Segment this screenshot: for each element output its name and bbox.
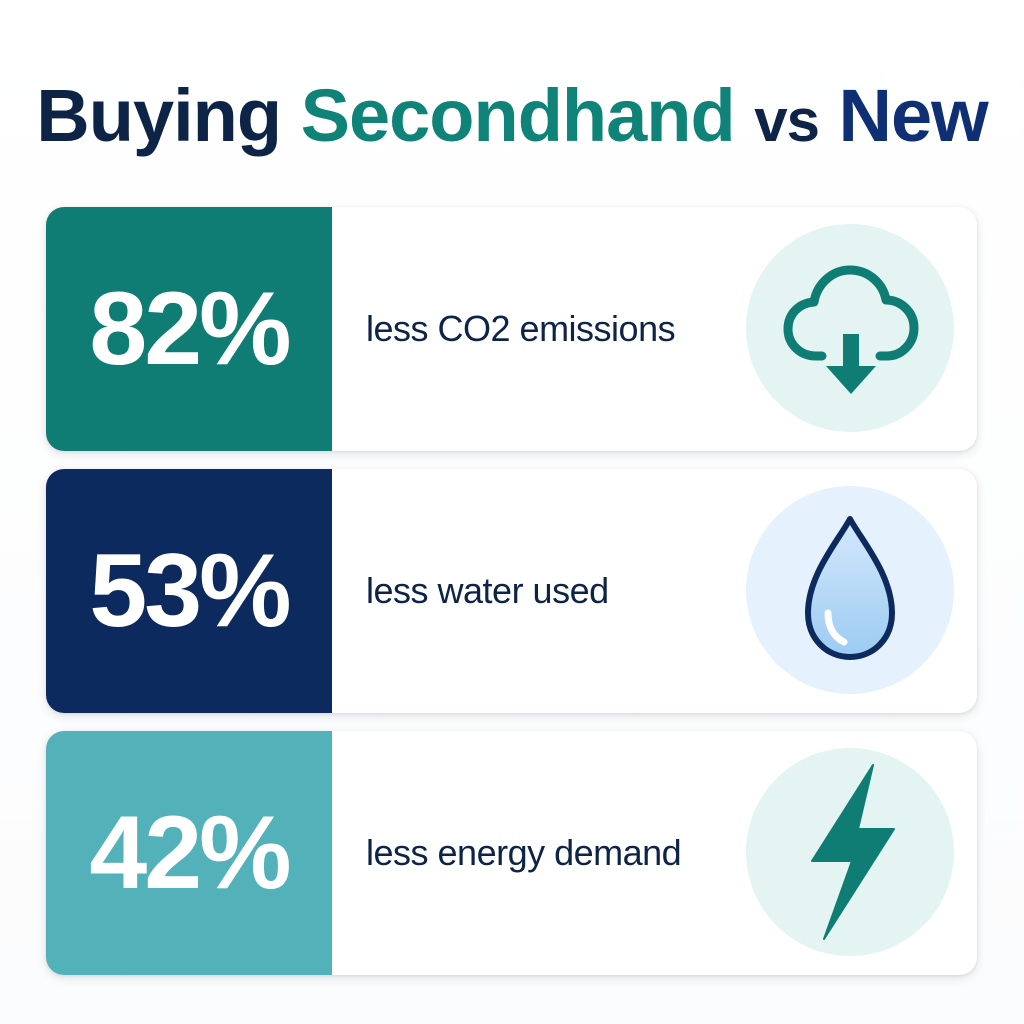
- stat-card-energy: 42% less energy demand: [46, 731, 977, 975]
- stat-card-co2: 82% less CO2 emissions: [46, 207, 977, 451]
- title-word-vs: vs: [754, 87, 820, 154]
- stat-label-co2: less CO2 emissions: [366, 308, 676, 349]
- title-word-secondhand: Secondhand: [300, 74, 736, 157]
- icon-badge-co2: [746, 224, 954, 432]
- lightning-bolt-icon: [811, 764, 895, 940]
- title-word-buying: Buying: [36, 74, 282, 157]
- stat-label-energy: less energy demand: [366, 832, 682, 873]
- page-title: Buying Secondhand vs New: [0, 66, 1024, 171]
- title-word-new: New: [838, 74, 989, 157]
- stat-value-water: 53%: [46, 469, 332, 713]
- cloud-download-icon: [783, 265, 919, 394]
- stat-value-co2: 82%: [46, 207, 332, 451]
- stat-label-water: less water used: [366, 570, 609, 611]
- icon-badge-water: [746, 486, 954, 694]
- water-drop-icon: [805, 516, 895, 660]
- stat-card-water: 53% less water used: [46, 469, 977, 713]
- icon-badge-energy: [746, 748, 954, 956]
- stat-value-energy: 42%: [46, 731, 332, 975]
